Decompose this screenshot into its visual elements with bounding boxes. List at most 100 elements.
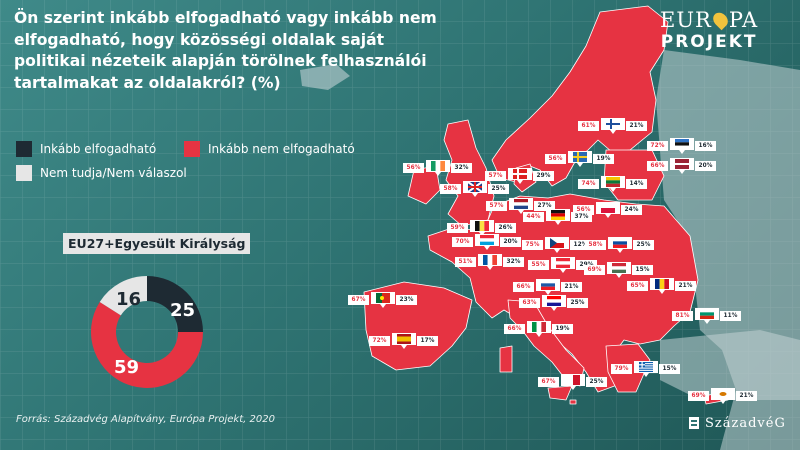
greece-flag xyxy=(634,361,658,377)
country-label-pt: 67% 23% xyxy=(348,292,417,308)
donut-slice-acceptable xyxy=(147,276,203,332)
value-acceptable: 15% xyxy=(659,364,680,374)
germany-flag xyxy=(546,209,570,225)
value-acceptable: 23% xyxy=(396,295,417,305)
value-acceptable: 25% xyxy=(586,377,607,387)
country-label-be: 59% 26% xyxy=(447,220,516,236)
iceland-shape xyxy=(300,64,350,90)
france-flag xyxy=(478,254,502,270)
value-acceptable: 20% xyxy=(695,161,716,171)
portugal-flag xyxy=(371,292,395,308)
value-acceptable: 27% xyxy=(534,201,555,211)
donut-title: EU27+Egyesült Királyság xyxy=(63,233,251,254)
donut-slice-dont-know xyxy=(99,276,147,316)
latvia-flag xyxy=(670,158,694,174)
sweden-flag xyxy=(568,151,592,167)
value-acceptable: 17% xyxy=(417,336,438,346)
estonia-flag xyxy=(670,138,694,154)
ireland-flag xyxy=(426,160,450,176)
value-acceptable: 37% xyxy=(571,212,592,222)
country-label-hu: 69% 15% xyxy=(584,262,653,278)
legend-label: Nem tudja/Nem válaszol xyxy=(40,166,187,180)
legend-swatch xyxy=(16,141,32,157)
sardinia-shape xyxy=(499,345,513,373)
czechia-flag xyxy=(545,237,569,253)
donut-value-acceptable: 25 xyxy=(170,300,196,321)
value-acceptable: 20% xyxy=(500,237,521,247)
country-label-fr: 51% 32% xyxy=(455,254,524,270)
donut-value-not-acceptable: 59 xyxy=(114,357,140,378)
country-label-bg: 81% 11% xyxy=(672,308,741,324)
country-label-de: 44% 37% xyxy=(523,209,592,225)
slovakia-flag xyxy=(608,237,632,253)
value-acceptable: 12% xyxy=(570,240,591,250)
legend-swatch xyxy=(16,165,32,181)
value-acceptable: 11% xyxy=(720,311,741,321)
value-acceptable: 14% xyxy=(626,179,647,189)
legend-item-not-acceptable: Inkább nem elfogadható xyxy=(184,141,355,157)
poland-flag xyxy=(596,202,620,218)
value-not-acceptable: 66% xyxy=(504,324,525,334)
country-label-ie: 56% 32% xyxy=(403,160,472,176)
hungary-flag xyxy=(607,262,631,278)
value-acceptable: 25% xyxy=(633,240,654,250)
value-not-acceptable: 67% xyxy=(538,377,559,387)
europa-projekt-logo: EUR PA PROJEKT xyxy=(660,8,759,52)
value-acceptable: 24% xyxy=(621,205,642,215)
country-label-gr: 79% 15% xyxy=(611,361,680,377)
value-not-acceptable: 57% xyxy=(485,171,506,181)
country-label-it: 66% 19% xyxy=(504,321,573,337)
value-not-acceptable: 66% xyxy=(513,282,534,292)
country-label-lv: 66% 20% xyxy=(647,158,716,174)
value-acceptable: 26% xyxy=(495,223,516,233)
austria-flag xyxy=(551,257,575,273)
source-note: Forrás: Századvég Alapítvány, Európa Pro… xyxy=(16,414,275,425)
scandinavia-shape xyxy=(491,5,669,187)
value-not-acceptable: 55% xyxy=(528,260,549,270)
netherlands-flag xyxy=(509,198,533,214)
country-label-nl: 57% 27% xyxy=(486,198,555,214)
country-label-se: 56% 19% xyxy=(545,151,614,167)
value-acceptable: 21% xyxy=(736,391,757,401)
value-not-acceptable: 66% xyxy=(647,161,668,171)
country-label-dk: 57% 29% xyxy=(485,168,554,184)
value-acceptable: 32% xyxy=(503,257,524,267)
value-not-acceptable: 59% xyxy=(447,223,468,233)
country-label-ee: 72% 16% xyxy=(647,138,716,154)
legend-label: Inkább elfogadható xyxy=(40,142,157,156)
spain-flag xyxy=(392,333,416,349)
country-label-uk: 58% 25% xyxy=(440,181,509,197)
legend-swatch xyxy=(184,141,200,157)
value-acceptable: 19% xyxy=(593,154,614,164)
value-acceptable: 21% xyxy=(561,282,582,292)
value-not-acceptable: 69% xyxy=(688,391,709,401)
legend-label: Inkább nem elfogadható xyxy=(208,142,355,156)
legend-item-acceptable: Inkább elfogadható xyxy=(16,141,156,157)
value-not-acceptable: 58% xyxy=(585,240,606,250)
denmark-flag xyxy=(508,168,532,184)
value-not-acceptable: 70% xyxy=(452,237,473,247)
chart-title: Ön szerint inkább elfogadható vagy inkáb… xyxy=(14,9,437,92)
value-acceptable: 25% xyxy=(488,184,509,194)
legend-item-dont-know: Nem tudja/Nem válaszol xyxy=(16,165,187,181)
anatolia-shape xyxy=(660,330,800,400)
finland-flag xyxy=(601,118,625,134)
szazadveg-logo: SzázadvéG xyxy=(688,415,786,431)
country-label-cy: 69% 21% xyxy=(688,388,757,404)
malta-flag xyxy=(561,374,585,390)
value-acceptable: 32% xyxy=(451,163,472,173)
cyprus-flag xyxy=(711,388,735,404)
value-not-acceptable: 67% xyxy=(348,295,369,305)
value-not-acceptable: 57% xyxy=(486,201,507,211)
country-label-pl: 56% 24% xyxy=(573,202,642,218)
croatia-flag xyxy=(542,295,566,311)
value-not-acceptable: 69% xyxy=(584,265,605,275)
value-acceptable: 19% xyxy=(552,324,573,334)
slovenia-flag xyxy=(536,279,560,295)
value-acceptable: 21% xyxy=(675,281,696,291)
value-not-acceptable: 44% xyxy=(523,212,544,222)
value-not-acceptable: 56% xyxy=(573,205,594,215)
value-acceptable: 15% xyxy=(632,265,653,275)
country-label-es: 72% 17% xyxy=(369,333,438,349)
